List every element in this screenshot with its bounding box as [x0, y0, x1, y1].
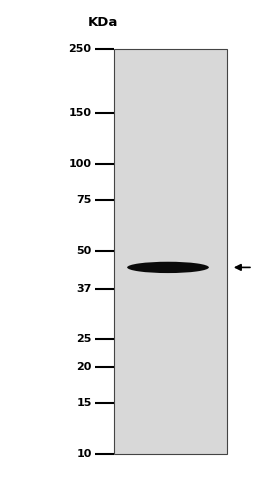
Text: 37: 37	[76, 284, 92, 294]
Ellipse shape	[127, 262, 209, 273]
Text: KDa: KDa	[88, 16, 118, 29]
Text: 20: 20	[76, 362, 92, 372]
Text: 10: 10	[76, 449, 92, 459]
Text: 25: 25	[76, 333, 92, 344]
Text: 150: 150	[69, 108, 92, 118]
Text: 15: 15	[76, 398, 92, 408]
Text: 50: 50	[76, 246, 92, 256]
Text: 250: 250	[69, 44, 92, 54]
Text: 75: 75	[76, 195, 92, 205]
Bar	[114, 49, 227, 454]
Text: 100: 100	[69, 159, 92, 169]
